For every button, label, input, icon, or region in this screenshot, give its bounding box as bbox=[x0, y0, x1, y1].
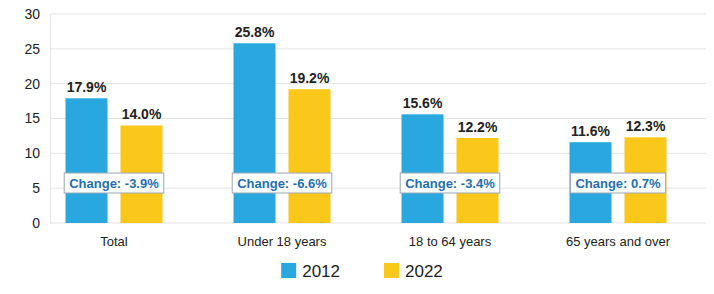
legend-swatch bbox=[384, 263, 399, 278]
bar bbox=[234, 43, 276, 223]
grid-line bbox=[50, 14, 706, 15]
annotation: Change: -3.9% bbox=[64, 173, 164, 193]
data-labels: 17.9% 25.8% 15.6% 11.6% 14.0% 19.2% 12.2% 12.3% bbox=[67, 24, 666, 139]
y-tick-label: 25 bbox=[24, 41, 40, 57]
data-label: 19.2% bbox=[290, 70, 330, 86]
x-tick: 65 years and over bbox=[566, 223, 671, 249]
x-tick-label: 18 to 64 years bbox=[409, 234, 492, 249]
y-tick: 10 bbox=[24, 145, 50, 161]
grid-line bbox=[50, 48, 706, 49]
annotations: Change: -3.9% Change: -6.6% Change: -3.4% C… bbox=[64, 173, 665, 193]
annotation-box bbox=[400, 173, 500, 193]
annotation: Change: 0.7% bbox=[570, 173, 665, 193]
data-label: 25.8% bbox=[235, 24, 275, 40]
x-tick: Under 18 years bbox=[238, 223, 327, 249]
bar bbox=[66, 98, 108, 223]
bar bbox=[402, 114, 444, 223]
y-tick-label: 20 bbox=[24, 76, 40, 92]
legend: 2012 2022 bbox=[281, 262, 443, 281]
annotation-box bbox=[232, 173, 332, 193]
annotation-box bbox=[570, 173, 665, 193]
y-tick: 5 bbox=[32, 180, 50, 196]
y-tick: 0 bbox=[32, 215, 50, 231]
bar bbox=[289, 89, 331, 223]
x-tick: Total bbox=[100, 223, 128, 249]
data-label: 15.6% bbox=[403, 95, 443, 111]
x-tick-label: Under 18 years bbox=[238, 234, 327, 249]
y-axis-line bbox=[50, 15, 51, 224]
legend-label: 2022 bbox=[405, 262, 443, 281]
x-tick: 18 to 64 years bbox=[409, 223, 492, 249]
x-axis-line bbox=[31, 223, 703, 224]
y-axis: 0 5 10 15 20 25 30 bbox=[24, 6, 50, 231]
data-label: 12.2% bbox=[458, 119, 498, 135]
y-tick-label: 15 bbox=[24, 110, 40, 126]
x-tick-label: Total bbox=[100, 234, 128, 249]
legend-label: 2012 bbox=[302, 262, 340, 281]
annotation-box bbox=[64, 173, 164, 193]
data-label: 12.3% bbox=[626, 118, 666, 134]
annotation-text: Change: -3.9% bbox=[69, 176, 159, 191]
annotation-text: Change: 0.7% bbox=[575, 176, 661, 191]
legend-swatch bbox=[281, 263, 296, 278]
data-label: 17.9% bbox=[67, 79, 107, 95]
y-tick: 25 bbox=[24, 41, 50, 57]
data-label: 11.6% bbox=[571, 123, 610, 139]
y-tick-label: 10 bbox=[24, 145, 40, 161]
annotation: Change: -6.6% bbox=[232, 173, 332, 193]
data-label: 14.0% bbox=[122, 106, 162, 122]
x-axis: Total Under 18 years 18 to 64 years 65 year… bbox=[31, 223, 703, 249]
annotation-text: Change: -3.4% bbox=[405, 176, 495, 191]
annotation: Change: -3.4% bbox=[400, 173, 500, 193]
x-tick-label: 65 years and over bbox=[566, 234, 671, 249]
y-tick: 30 bbox=[24, 6, 50, 22]
chart: 0 5 10 15 20 25 30 Total Under 18 years 18 to 64 … bbox=[0, 0, 714, 294]
legend-item: 2012 bbox=[281, 262, 340, 281]
y-tick-label: 5 bbox=[32, 180, 40, 196]
bars bbox=[66, 43, 667, 223]
y-tick: 15 bbox=[24, 110, 50, 126]
annotation-text: Change: -6.6% bbox=[237, 176, 327, 191]
y-tick: 20 bbox=[24, 76, 50, 92]
grid-line bbox=[50, 83, 706, 84]
grid bbox=[50, 14, 706, 223]
y-tick-label: 0 bbox=[32, 215, 40, 231]
y-tick-label: 30 bbox=[24, 6, 40, 22]
legend-item: 2022 bbox=[384, 262, 443, 281]
